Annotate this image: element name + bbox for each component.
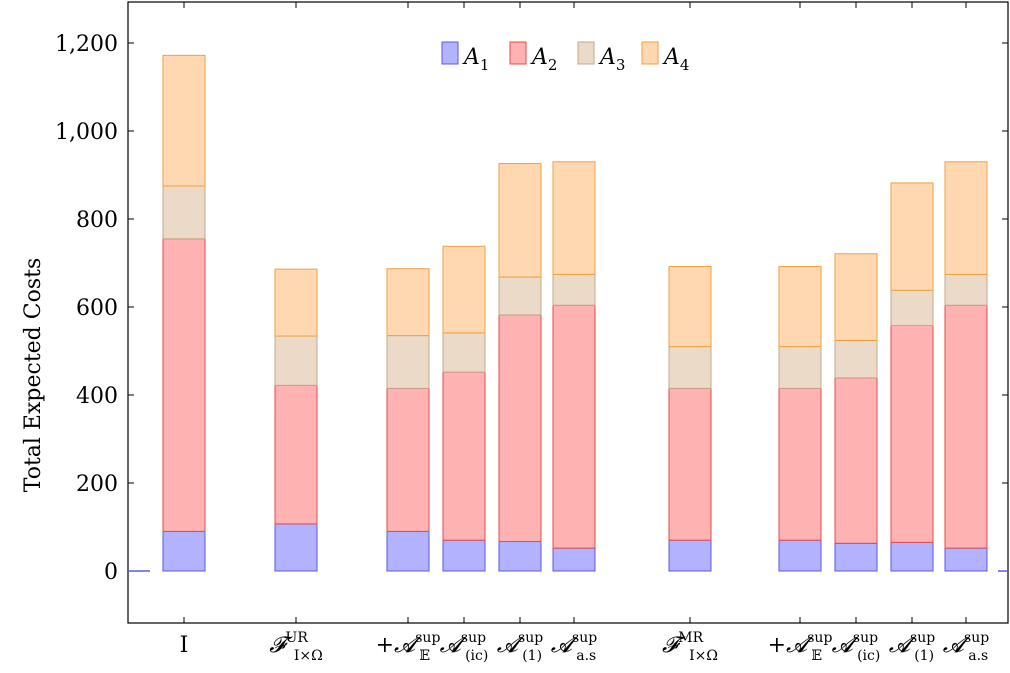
bar-segment-a3 xyxy=(944,273,988,306)
bar-segment-a4 xyxy=(778,266,822,348)
y-tick-label: 1,200 xyxy=(55,32,118,57)
bar-segment-a3 xyxy=(442,332,486,373)
bar-segment-a4 xyxy=(668,266,712,348)
bar-segment-a2 xyxy=(944,304,988,549)
bar-segment-a3 xyxy=(834,339,878,379)
legend-label-a2: A2 xyxy=(530,45,557,74)
bar-segment-a4 xyxy=(552,161,596,275)
bar-segment-a4 xyxy=(890,182,934,291)
bar-segment-a3 xyxy=(778,346,822,389)
bar-segment-a4 xyxy=(386,268,430,337)
x-axis: I 𝓕UR I×Ω +𝓐sup 𝔼 𝓐sup (ic) 𝓐sup (1) 𝓐sup a.s 𝓕MR I×… xyxy=(180,2,989,664)
bar-segment-a1 xyxy=(944,547,988,572)
bar-segment-a4 xyxy=(834,253,878,341)
x-tick-label: 𝓕MR I×Ω xyxy=(662,630,718,664)
y-axis-label: Total Expected Costs xyxy=(21,258,46,493)
bar-segment-a2 xyxy=(668,387,712,541)
x-tick-label: 𝓐sup a.s xyxy=(943,630,989,664)
bar-segment-a1 xyxy=(162,530,206,572)
bar-segment-a1 xyxy=(778,539,822,572)
bar-segment-a1 xyxy=(668,539,712,572)
y-tick-label: 0 xyxy=(104,560,118,585)
legend-label-a4: A4 xyxy=(662,45,689,74)
bar-segment-a1 xyxy=(834,542,878,572)
bar-segment-a1 xyxy=(442,539,486,572)
bar-segment-a2 xyxy=(274,384,318,525)
bar-segment-a1 xyxy=(274,523,318,572)
legend-swatch-a2 xyxy=(509,41,527,65)
bar-segment-a3 xyxy=(890,289,934,326)
bar-segment-a2 xyxy=(552,304,596,549)
bar-segment-a3 xyxy=(668,346,712,389)
bar-segment-a3 xyxy=(274,335,318,386)
bar-segment-a2 xyxy=(386,387,430,532)
x-tick-label: 𝓐sup a.s xyxy=(551,630,597,664)
x-tick-label: I xyxy=(180,633,189,658)
bar-segment-a1 xyxy=(386,530,430,572)
bars-group xyxy=(162,54,988,572)
bar-segment-a1 xyxy=(890,541,934,572)
bar-segment-a2 xyxy=(834,377,878,544)
plot-frame xyxy=(127,1,1009,624)
bar-segment-a4 xyxy=(162,54,206,187)
bar-segment-a3 xyxy=(498,276,542,316)
y-tick-label: 200 xyxy=(76,472,118,497)
y-tick-label: 400 xyxy=(76,384,118,409)
bar-segment-a2 xyxy=(498,314,542,543)
y-tick-label: 600 xyxy=(76,296,118,321)
bar-segment-a2 xyxy=(890,324,934,543)
legend: A1 A2 A3 A4 xyxy=(432,30,712,80)
legend-label-a3: A3 xyxy=(598,45,625,74)
bar-segment-a3 xyxy=(552,273,596,306)
bar-segment-a4 xyxy=(274,268,318,337)
x-tick-label: 𝓐sup (ic) xyxy=(832,630,881,664)
bar-segment-a3 xyxy=(162,185,206,240)
y-tick-label: 1,000 xyxy=(55,120,118,145)
x-tick-label: 𝓕UR I×Ω xyxy=(269,630,322,664)
bar-segment-a2 xyxy=(162,238,206,532)
x-tick-label: 𝓐sup (ic) xyxy=(440,630,489,664)
bar-segment-a4 xyxy=(442,245,486,334)
x-tick-label: +𝓐sup 𝔼 xyxy=(768,630,833,664)
bar-segment-a4 xyxy=(944,161,988,275)
bar-segment-a3 xyxy=(386,335,430,389)
y-tick-label: 800 xyxy=(76,208,118,233)
bar-segment-a2 xyxy=(442,371,486,541)
x-tick-label: +𝓐sup 𝔼 xyxy=(376,630,441,664)
legend-swatch-a4 xyxy=(641,41,659,65)
bar-segment-a4 xyxy=(498,163,542,278)
y-axis: 0 200 400 600 800 1,000 1,200 xyxy=(55,32,1008,585)
bar-segment-a2 xyxy=(778,387,822,541)
x-tick-label: 𝓐sup (1) xyxy=(889,630,935,664)
legend-label-a1: A1 xyxy=(462,45,489,74)
legend-swatch-a1 xyxy=(441,41,459,65)
legend-swatch-a3 xyxy=(577,41,595,65)
legend-box xyxy=(432,30,712,80)
bar-segment-a1 xyxy=(498,541,542,572)
bar-segment-a1 xyxy=(552,547,596,572)
x-tick-label: 𝓐sup (1) xyxy=(497,630,543,664)
